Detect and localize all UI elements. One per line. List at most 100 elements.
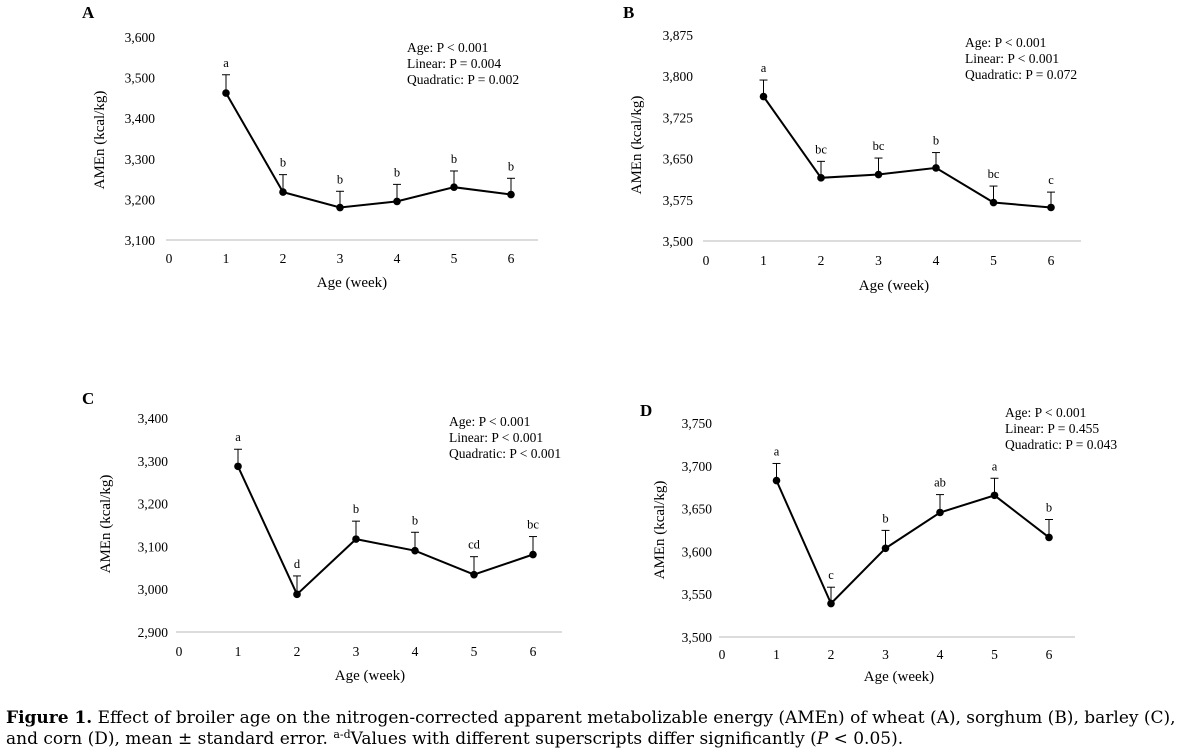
data-point bbox=[759, 92, 768, 101]
significance-letter: bc bbox=[873, 139, 885, 153]
x-tick-label: 0 bbox=[166, 251, 173, 266]
significance-letter: a bbox=[223, 56, 229, 70]
significance-letter: c bbox=[828, 568, 834, 582]
y-tick-label: 3,600 bbox=[125, 30, 156, 45]
x-tick-label: 4 bbox=[933, 253, 940, 268]
data-point bbox=[507, 190, 515, 199]
data-point bbox=[393, 197, 401, 206]
significance-letter: b bbox=[280, 156, 286, 170]
panel-label: C bbox=[82, 389, 94, 408]
x-axis-title: Age (week) bbox=[864, 669, 934, 685]
x-tick-label: 3 bbox=[337, 251, 344, 266]
significance-letter: b bbox=[508, 159, 514, 173]
y-tick-label: 3,200 bbox=[125, 192, 156, 207]
x-axis-title: Age (week) bbox=[859, 278, 929, 294]
y-axis-title: AMEn (kcal/kg) bbox=[629, 96, 645, 195]
x-tick-label: 6 bbox=[530, 644, 537, 659]
stats-line: Age: P < 0.001 bbox=[449, 414, 530, 429]
data-point bbox=[827, 599, 835, 608]
y-tick-label: 3,700 bbox=[682, 459, 713, 474]
x-tick-label: 3 bbox=[875, 253, 882, 268]
x-tick-label: 5 bbox=[991, 647, 998, 662]
caption-label: Figure 1. bbox=[6, 708, 93, 728]
y-tick-label: 3,100 bbox=[138, 539, 169, 554]
x-tick-label: 1 bbox=[223, 251, 230, 266]
significance-letter: cd bbox=[468, 538, 481, 552]
significance-letter: b bbox=[451, 152, 457, 166]
significance-letter: a bbox=[992, 459, 998, 473]
stats-line: Linear: P < 0.001 bbox=[449, 430, 543, 445]
y-tick-label: 3,300 bbox=[125, 152, 156, 167]
data-point bbox=[817, 174, 825, 182]
y-axis-title: AMEn (kcal/kg) bbox=[98, 475, 114, 574]
significance-letter: b bbox=[1046, 500, 1052, 514]
data-point bbox=[932, 164, 940, 172]
x-tick-label: 2 bbox=[280, 251, 287, 266]
data-point bbox=[450, 183, 458, 192]
x-tick-label: 6 bbox=[508, 251, 515, 266]
y-axis-title: AMEn (kcal/kg) bbox=[652, 481, 668, 580]
data-point bbox=[990, 491, 999, 500]
y-tick-label: 2,900 bbox=[138, 625, 169, 640]
stats-line: Linear: P = 0.004 bbox=[407, 56, 501, 71]
x-tick-label: 5 bbox=[471, 644, 478, 659]
chart-panel-a: A 3,100 3,200 3,300 3,400 3,500 3,600 0 1 2 3 4 5 6 Ag… bbox=[82, 3, 538, 291]
x-axis-title: Age (week) bbox=[335, 668, 405, 684]
y-tick-label: 3,575 bbox=[663, 193, 694, 208]
x-tick-label: 3 bbox=[353, 644, 360, 659]
significance-letter: a bbox=[235, 430, 241, 444]
y-tick-label: 3,650 bbox=[663, 152, 694, 167]
significance-letter: a bbox=[761, 61, 767, 75]
data-point bbox=[874, 170, 883, 179]
x-tick-label: 0 bbox=[176, 644, 183, 659]
data-point bbox=[352, 535, 360, 543]
data-point bbox=[279, 188, 287, 196]
series-line bbox=[237, 465, 534, 596]
x-tick-label: 5 bbox=[451, 251, 458, 266]
significance-letter: bc bbox=[527, 518, 539, 532]
y-tick-label: 3,725 bbox=[663, 110, 694, 125]
x-tick-label: 2 bbox=[818, 253, 825, 268]
x-tick-label: 5 bbox=[990, 253, 997, 268]
caption-text-3: < 0.05). bbox=[828, 729, 904, 749]
panel-label: B bbox=[623, 3, 634, 22]
stats-line: Age: P < 0.001 bbox=[965, 35, 1046, 50]
x-tick-label: 0 bbox=[719, 647, 726, 662]
y-tick-label: 3,600 bbox=[682, 544, 713, 559]
stats-line: Quadratic: P < 0.001 bbox=[449, 446, 561, 461]
data-point bbox=[411, 546, 419, 555]
data-point bbox=[1047, 203, 1055, 212]
series-line bbox=[762, 95, 1052, 209]
stats-line: Quadratic: P = 0.043 bbox=[1005, 437, 1117, 452]
chart-panel-d: D 3,500 3,550 3,600 3,650 3,700 3,750 0 1 2 3 4 5 6 Ag… bbox=[640, 401, 1117, 685]
stats-line: Quadratic: P = 0.072 bbox=[965, 67, 1077, 82]
data-point bbox=[881, 544, 890, 553]
data-point bbox=[1045, 533, 1053, 542]
panel-label: D bbox=[640, 401, 652, 420]
significance-letter: b bbox=[933, 134, 939, 148]
y-tick-label: 3,200 bbox=[138, 497, 169, 512]
y-tick-label: 3,400 bbox=[125, 111, 156, 126]
caption-superscript: a-d bbox=[333, 728, 351, 741]
y-tick-label: 3,500 bbox=[663, 234, 694, 249]
y-tick-label: 3,875 bbox=[663, 28, 694, 43]
stats-line: Age: P < 0.001 bbox=[1005, 405, 1086, 420]
caption-text-1: Effect of broiler age on the nitrogen-co… bbox=[6, 708, 1176, 749]
y-tick-label: 3,550 bbox=[682, 587, 713, 602]
figure-caption: Figure 1. Effect of broiler age on the n… bbox=[6, 708, 1196, 750]
significance-letter: ab bbox=[934, 476, 946, 490]
x-tick-label: 1 bbox=[235, 644, 242, 659]
x-tick-label: 2 bbox=[828, 647, 835, 662]
x-tick-label: 3 bbox=[882, 647, 889, 662]
y-tick-label: 3,300 bbox=[138, 454, 169, 469]
significance-letter: a bbox=[774, 444, 780, 458]
y-tick-label: 3,500 bbox=[682, 630, 713, 645]
data-point bbox=[772, 476, 781, 485]
stats-line: Age: P < 0.001 bbox=[407, 40, 488, 55]
data-point bbox=[293, 590, 301, 599]
y-tick-label: 3,500 bbox=[125, 71, 156, 86]
panel-label: A bbox=[82, 3, 95, 22]
stats-line: Quadratic: P = 0.002 bbox=[407, 72, 519, 87]
x-tick-label: 0 bbox=[703, 253, 710, 268]
significance-letter: b bbox=[412, 513, 418, 527]
